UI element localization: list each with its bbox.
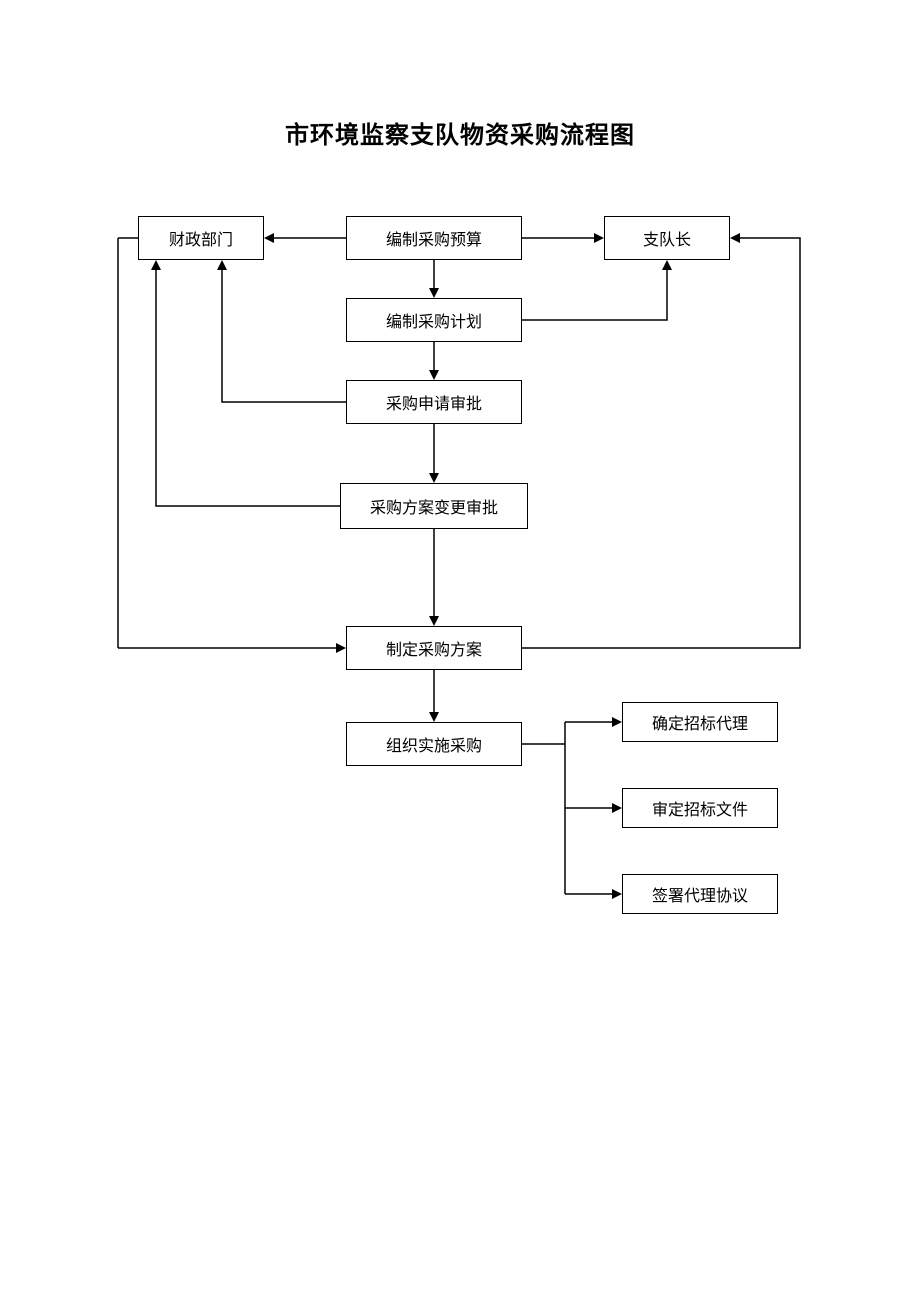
node-leader: 支队长 — [604, 216, 730, 260]
arrow-head — [336, 643, 346, 653]
node-label: 采购方案变更审批 — [370, 494, 498, 518]
node-label: 组织实施采购 — [386, 732, 482, 756]
arrow-head — [662, 260, 672, 270]
arrow-head — [217, 260, 227, 270]
node-budget: 编制采购预算 — [346, 216, 522, 260]
node-label: 支队长 — [643, 226, 691, 250]
node-agent: 确定招标代理 — [622, 702, 778, 742]
page-title: 市环境监察支队物资采购流程图 — [0, 115, 920, 150]
arrow-head — [429, 712, 439, 722]
node-label: 审定招标文件 — [652, 796, 748, 820]
node-plan: 编制采购计划 — [346, 298, 522, 342]
arrow-head — [612, 889, 622, 899]
edge-3 — [522, 266, 667, 320]
node-label: 签署代理协议 — [652, 882, 748, 906]
arrow-head — [429, 473, 439, 483]
arrow-head — [429, 616, 439, 626]
edge-10 — [156, 266, 340, 506]
node-label: 确定招标代理 — [652, 710, 748, 734]
arrow-head — [151, 260, 161, 270]
arrow-head — [612, 717, 622, 727]
arrow-head — [594, 233, 604, 243]
node-doc: 审定招标文件 — [622, 788, 778, 828]
edge-9 — [222, 266, 346, 402]
node-label: 制定采购方案 — [386, 636, 482, 660]
node-change: 采购方案变更审批 — [340, 483, 528, 529]
node-scheme: 制定采购方案 — [346, 626, 522, 670]
edge-7 — [522, 238, 800, 648]
node-finance: 财政部门 — [138, 216, 264, 260]
node-label: 财政部门 — [169, 226, 233, 250]
node-label: 编制采购预算 — [386, 226, 482, 250]
arrow-head — [730, 233, 740, 243]
node-label: 采购申请审批 — [386, 390, 482, 414]
arrow-head — [612, 803, 622, 813]
node-sign: 签署代理协议 — [622, 874, 778, 914]
node-org: 组织实施采购 — [346, 722, 522, 766]
arrow-head — [429, 370, 439, 380]
arrow-head — [264, 233, 274, 243]
arrow-head — [429, 288, 439, 298]
node-label: 编制采购计划 — [386, 308, 482, 332]
node-approve: 采购申请审批 — [346, 380, 522, 424]
